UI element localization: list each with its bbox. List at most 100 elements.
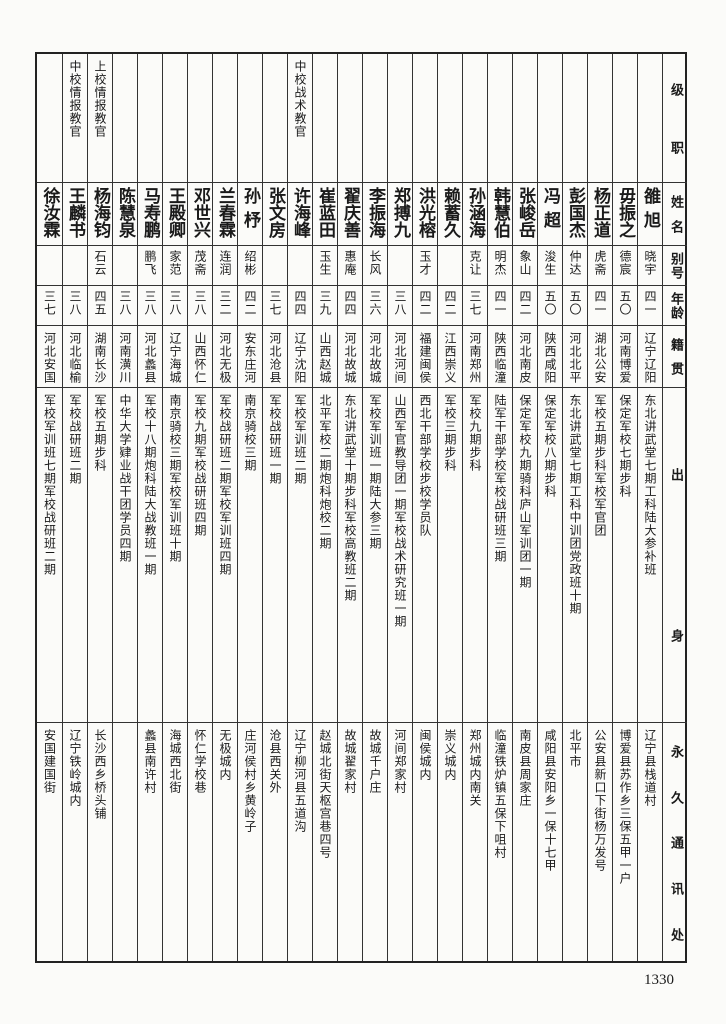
person-alias: 长风 (368, 250, 382, 276)
person-education: 保定军校九期骑科庐山军训团一期 (518, 394, 532, 589)
cell-rank (313, 54, 337, 182)
cell-education: 保定军校九期骑科庐山军训团一期 (513, 387, 537, 722)
cell-origin: 河南潢川 (113, 325, 137, 387)
cell-origin: 河北安国 (37, 325, 62, 387)
cell-origin: 河南博爱 (613, 325, 637, 387)
person-education: 中华大学肄业战干团学员四期 (118, 394, 132, 563)
person-address: 沧县西关外 (268, 729, 282, 794)
person-column: 李振海 长风 三六 河北故城 军校军训班一期陆大参三期 故城千户庄 (362, 54, 387, 961)
cell-name: 张峻岳 (513, 182, 537, 245)
person-education: 西北干部学校步校学员队 (418, 394, 432, 537)
cell-alias: 浚生 (538, 245, 562, 285)
cell-name: 毋振之 (613, 182, 637, 245)
cell-alias: 石云 (88, 245, 112, 285)
cell-education: 南京骑校三期 (238, 387, 262, 722)
cell-age: 三七 (263, 285, 287, 325)
cell-age: 三七 (463, 285, 487, 325)
header-char: 级 (668, 82, 683, 96)
person-age: 三八 (393, 290, 407, 316)
header-char: 号 (668, 265, 683, 279)
person-origin: 河北安国 (42, 332, 57, 384)
person-column: 中校战术教官 许海峰 四四 辽宁沈阳 军校军训班二期 辽宁柳河县五道沟 (287, 54, 312, 961)
header-char: 处 (668, 927, 683, 941)
person-name: 韩慧伯 (490, 187, 510, 238)
cell-rank (438, 54, 462, 182)
cell-age: 四二 (438, 285, 462, 325)
person-age: 四一 (643, 290, 657, 316)
person-origin: 山西怀仁 (193, 332, 207, 384)
cell-age: 三八 (63, 285, 87, 325)
person-origin: 河北蠡县 (143, 332, 157, 384)
cell-alias: 惠庵 (338, 245, 362, 285)
person-age: 四二 (443, 290, 457, 316)
cell-age: 四一 (638, 285, 662, 325)
cell-rank (37, 54, 62, 182)
cell-age: 三八 (138, 285, 162, 325)
cell-rank (163, 54, 187, 182)
person-name: 李振海 (365, 187, 385, 238)
cell-rank (263, 54, 287, 182)
person-column: 张峻岳 象山 四二 河北南皮 保定军校九期骑科庐山军训团一期 南皮县周家庄 (512, 54, 537, 961)
person-origin: 陕西咸阳 (543, 332, 557, 384)
person-column: 邓世兴 茂斋 三八 山西怀仁 军校九期军校战研班四期 怀仁学校巷 (187, 54, 212, 961)
cell-address: 长沙西乡桥头铺 (88, 722, 112, 963)
cell-rank (113, 54, 137, 182)
cell-alias: 家范 (163, 245, 187, 285)
cell-education: 军校十八期炮科陆大战教班一期 (138, 387, 162, 722)
cell-alias (37, 245, 62, 285)
cell-address: 公安县新口下街杨万发号 (588, 722, 612, 963)
person-name: 兰春霖 (215, 187, 235, 238)
person-address: 长沙西乡桥头铺 (93, 729, 107, 820)
cell-alias: 虎斋 (588, 245, 612, 285)
person-origin: 陕西临潼 (493, 332, 507, 384)
cell-rank (513, 54, 537, 182)
person-age: 三七 (268, 290, 282, 316)
person-origin: 河北故城 (368, 332, 382, 384)
cell-rank (213, 54, 237, 182)
header-char: 出 (668, 468, 683, 481)
cell-education: 南京骑校三期军校军训班十期 (163, 387, 187, 722)
person-column: 崔蓝田 玉生 三九 山西赵城 北平军校二期炮科炮校二期 赵城北街天枢宫巷四号 (312, 54, 337, 961)
cell-origin: 河北蠡县 (138, 325, 162, 387)
person-address: 蠡县南许村 (143, 729, 157, 794)
cell-name: 杨正道 (588, 182, 612, 245)
cell-name: 洪光榕 (413, 182, 437, 245)
cell-age: 四五 (88, 285, 112, 325)
cell-name: 徐汝霖 (37, 182, 62, 245)
person-name: 毋振之 (615, 187, 635, 238)
person-column: 郑搏九 三八 河北河间 山西军官教导团一期军校战术研究班一期 河间郑家村 (387, 54, 412, 961)
cell-origin: 河北河间 (388, 325, 412, 387)
cell-education: 北平军校二期炮科炮校二期 (313, 387, 337, 722)
cell-education: 中华大学肄业战干团学员四期 (113, 387, 137, 722)
person-age: 三七 (42, 290, 57, 316)
cell-rank: 上校情报教官 (88, 54, 112, 182)
cell-origin: 山西赵城 (313, 325, 337, 387)
cell-education: 军校五期步科军校军官团 (588, 387, 612, 722)
header-char: 年 (668, 292, 683, 306)
cell-rank (563, 54, 587, 182)
cell-name: 郑搏九 (388, 182, 412, 245)
person-name: 王殿卿 (165, 187, 185, 238)
person-origin: 河北临榆 (68, 332, 82, 384)
person-address: 博爱县苏作乡三保五甲一户 (618, 729, 632, 885)
person-name: 杨正道 (590, 187, 610, 238)
person-address: 河间郑家村 (393, 729, 407, 794)
person-alias: 浚生 (543, 250, 557, 276)
cell-name: 翟庆善 (338, 182, 362, 245)
person-name: 马寿鹏 (140, 187, 160, 238)
cell-education: 军校战研班二期军校军训班四期 (213, 387, 237, 722)
cell-name: 马寿鹏 (138, 182, 162, 245)
cell-education: 军校九期步科 (463, 387, 487, 722)
person-education: 军校战研班二期 (68, 394, 82, 485)
cell-rank (138, 54, 162, 182)
cell-name: 陈慧泉 (113, 182, 137, 245)
cell-rank (338, 54, 362, 182)
cell-origin: 河南郑州 (463, 325, 487, 387)
cell-alias (288, 245, 312, 285)
cell-alias: 明杰 (488, 245, 512, 285)
person-address: 郑州城内南关 (468, 729, 482, 807)
person-alias: 玉才 (418, 250, 432, 276)
cell-age: 三二 (213, 285, 237, 325)
person-age: 三八 (168, 290, 182, 316)
person-origin: 福建闽侯 (418, 332, 432, 384)
